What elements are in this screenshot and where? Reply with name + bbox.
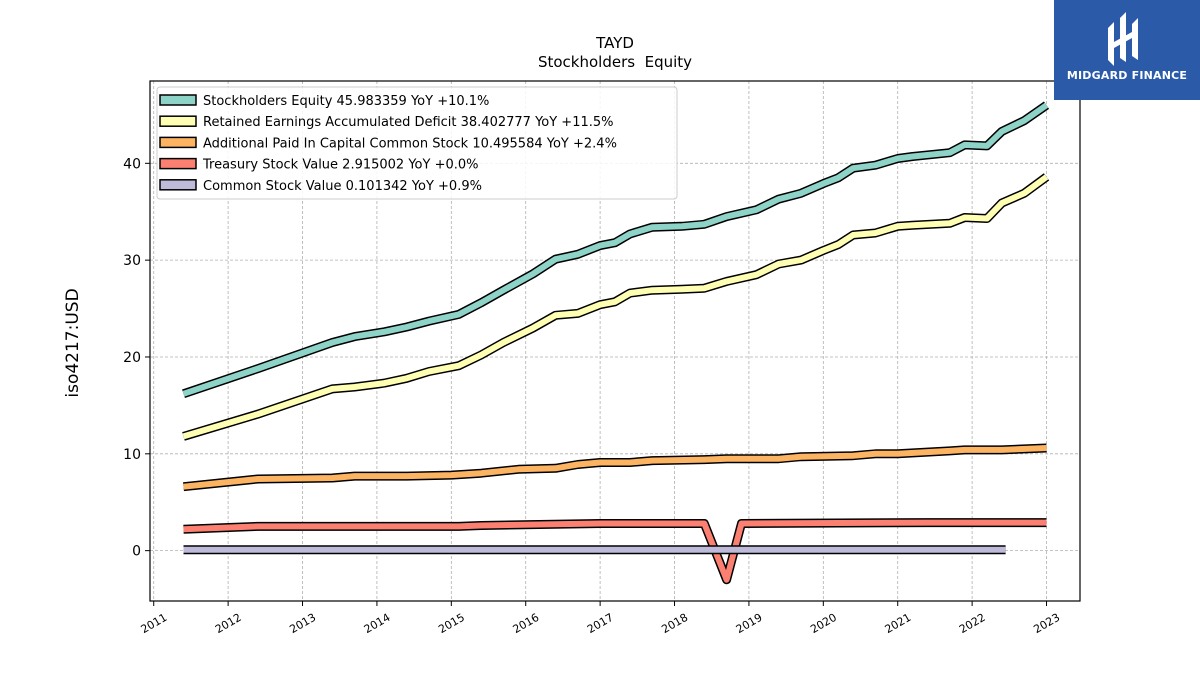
y-axis-label: iso4217:USD bbox=[63, 288, 83, 397]
midgard-finance-logo: MIDGARD FINANCE bbox=[1054, 0, 1200, 100]
x-tick-label: 2021 bbox=[883, 611, 914, 636]
legend-swatch-2 bbox=[159, 136, 197, 149]
x-tick-label: 2013 bbox=[287, 611, 318, 636]
y-tick-label: 10 bbox=[123, 447, 141, 463]
x-tick-label: 2022 bbox=[957, 611, 988, 636]
x-tick-label: 2011 bbox=[139, 611, 170, 636]
y-tick-label: 30 bbox=[123, 253, 141, 269]
plot-frame bbox=[149, 80, 1081, 602]
y-tick-label: 20 bbox=[123, 350, 141, 366]
x-tick-label: 2023 bbox=[1031, 611, 1062, 636]
y-tick-label: 0 bbox=[132, 544, 141, 560]
legend-entry-0: Stockholders Equity 45.983359 YoY +10.1% bbox=[203, 94, 489, 109]
legend-swatch-0 bbox=[159, 94, 197, 106]
logo-mark-icon bbox=[1108, 12, 1138, 66]
series-1-line bbox=[182, 174, 1049, 440]
series-layer bbox=[182, 101, 1050, 585]
chart-subtitle: Stockholders Equity bbox=[538, 53, 692, 71]
legend-swatch-1 bbox=[159, 115, 197, 127]
series-0-line bbox=[182, 102, 1049, 397]
legend-box bbox=[156, 86, 678, 200]
x-tick-label: 2012 bbox=[213, 611, 244, 636]
legend-swatch-4 bbox=[159, 179, 197, 191]
x-tick-label: 2017 bbox=[585, 611, 616, 636]
legend-entry-3: Treasury Stock Value 2.915002 YoY +0.0% bbox=[202, 158, 479, 173]
series-2-line bbox=[183, 445, 1047, 490]
legend-swatch-3 bbox=[159, 157, 197, 170]
logo-text: MIDGARD FINANCE bbox=[1066, 69, 1188, 82]
series-3-line bbox=[183, 519, 1047, 583]
x-tick-label: 2016 bbox=[511, 611, 542, 636]
legend-entry-2: Additional Paid In Capital Common Stock … bbox=[203, 136, 617, 151]
x-tick-label: 2020 bbox=[808, 611, 839, 636]
chart-title: TAYD bbox=[595, 34, 634, 52]
x-tick-label: 2018 bbox=[659, 611, 690, 636]
y-tick-label: 40 bbox=[123, 156, 141, 172]
x-tick-label: 2015 bbox=[436, 611, 467, 636]
legend-entry-4: Common Stock Value 0.101342 YoY +0.9% bbox=[203, 179, 482, 194]
x-tick-label: 2019 bbox=[734, 611, 765, 636]
x-tick-label: 2014 bbox=[362, 611, 393, 636]
legend-entry-1: Retained Earnings Accumulated Deficit 38… bbox=[203, 115, 614, 130]
legend: Stockholders Equity 45.983359 YoY +10.1%… bbox=[156, 86, 678, 200]
